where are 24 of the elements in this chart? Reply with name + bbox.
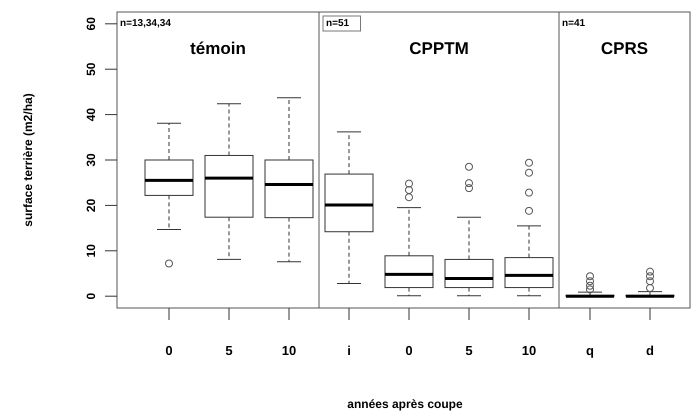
x-tick-label: 0 xyxy=(405,343,413,358)
annotation: n=51 xyxy=(326,18,350,29)
x-tick-label: 5 xyxy=(465,343,473,358)
text: CPPTM xyxy=(409,39,469,58)
text: CPRS xyxy=(600,39,648,58)
y-axis-title: surface terrière (m2/ha) xyxy=(21,93,35,227)
y-tick-label: 20 xyxy=(84,198,98,212)
x-tick-label: 10 xyxy=(282,343,296,358)
x-tick-label: i xyxy=(347,343,351,358)
annotation: n=41 xyxy=(562,18,586,29)
x-tick-label: 10 xyxy=(522,343,536,358)
x-axis-title: années après coupe xyxy=(347,397,464,411)
x-tick-label: 5 xyxy=(225,343,233,358)
y-tick-label: 0 xyxy=(84,292,98,300)
x-tick-label: 0 xyxy=(165,343,173,358)
y-tick-label: 50 xyxy=(84,62,98,76)
annotation: n=13,34,34 xyxy=(120,18,172,29)
x-tick-label: q xyxy=(586,343,594,358)
text: témoin xyxy=(190,39,246,58)
y-tick-label: 10 xyxy=(84,244,98,258)
y-tick-label: 60 xyxy=(84,16,98,30)
x-tick-label: d xyxy=(646,343,654,358)
y-tick-label: 30 xyxy=(84,153,98,167)
y-tick-label: 40 xyxy=(84,108,98,122)
